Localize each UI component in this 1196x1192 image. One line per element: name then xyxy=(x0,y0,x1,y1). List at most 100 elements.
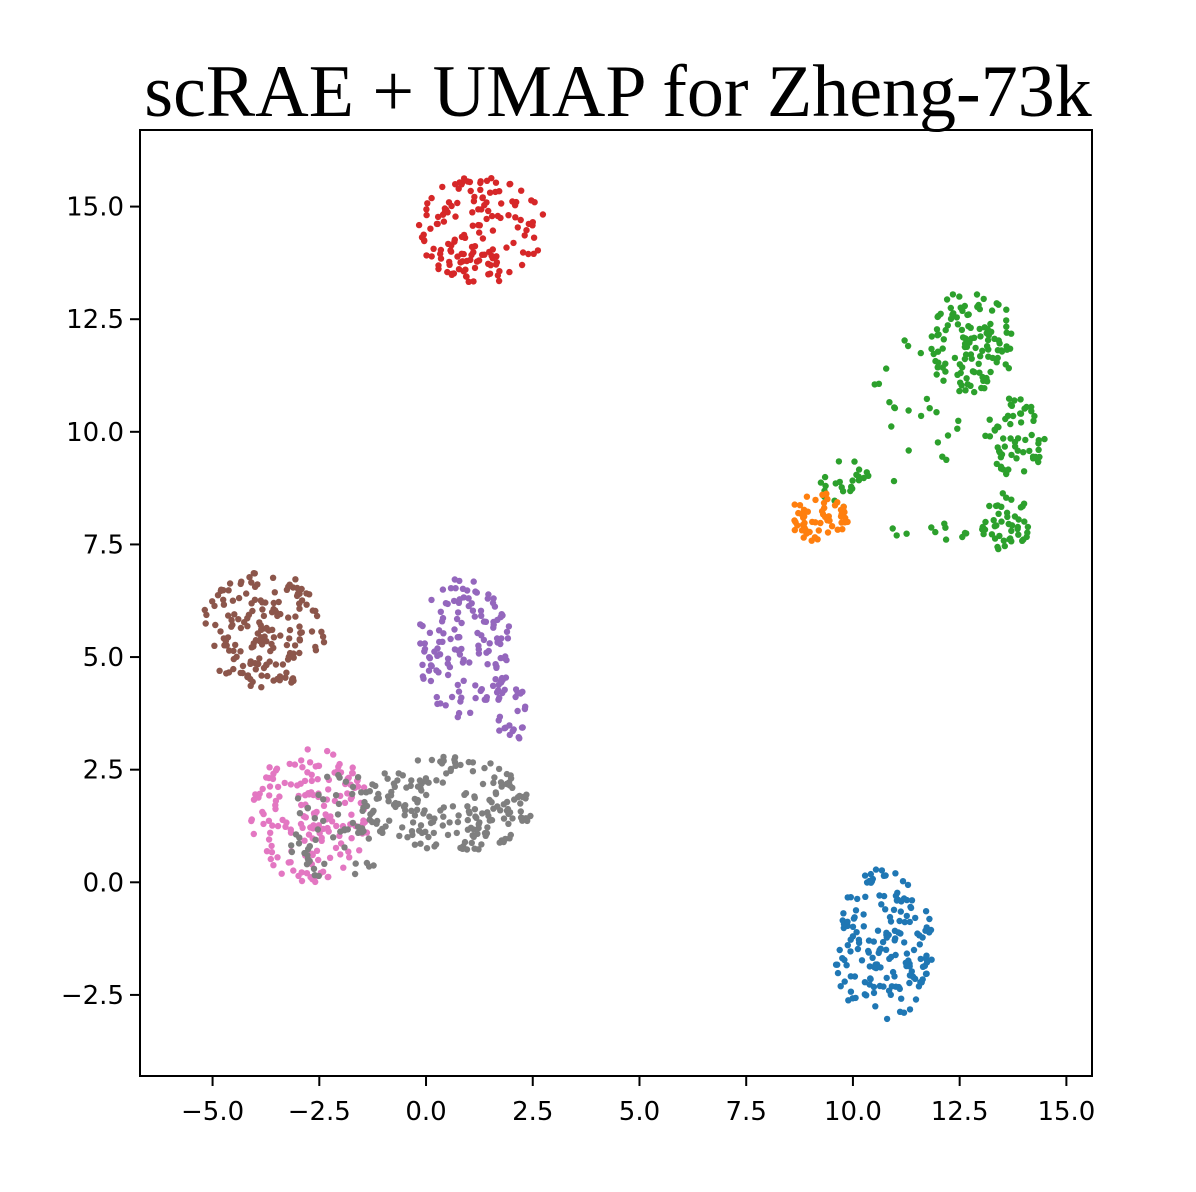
scatter-point xyxy=(404,834,411,841)
scatter-point xyxy=(228,616,235,624)
points-layer xyxy=(201,175,1048,1023)
scatter-point xyxy=(426,655,434,662)
scatter-point xyxy=(251,583,259,590)
scatter-point xyxy=(230,647,237,655)
scatter-point xyxy=(235,616,242,623)
scatter-point xyxy=(494,639,501,646)
scatter-point xyxy=(241,619,248,626)
scatter-point xyxy=(812,496,819,504)
scatter-point xyxy=(993,300,1000,307)
scatter-point xyxy=(514,707,521,715)
scatter-point xyxy=(886,399,893,406)
scatter-point xyxy=(962,387,969,394)
scatter-point xyxy=(230,665,237,673)
scatter-point xyxy=(882,946,890,953)
scatter-point xyxy=(304,746,311,753)
scatter-point xyxy=(448,242,455,249)
scatter-point xyxy=(980,530,987,538)
scatter-point xyxy=(299,764,306,771)
scatter-point xyxy=(455,688,463,695)
scatter-point xyxy=(414,783,422,790)
scatter-point xyxy=(1022,436,1029,444)
scatter-point xyxy=(896,985,903,993)
scatter-point xyxy=(926,405,933,412)
scatter-point xyxy=(385,798,392,805)
scatter-point xyxy=(986,502,993,510)
scatter-point xyxy=(849,477,856,484)
scatter-point xyxy=(908,897,916,904)
scatter-point xyxy=(360,827,367,835)
scatter-point xyxy=(492,179,500,186)
scatter-point xyxy=(263,774,270,781)
scatter-point xyxy=(395,770,402,777)
scatter-point xyxy=(469,768,477,775)
scatter-point xyxy=(254,630,261,637)
scatter-point xyxy=(907,903,914,911)
scatter-point xyxy=(297,629,304,637)
scatter-point xyxy=(269,822,276,829)
scatter-point xyxy=(870,938,877,945)
scatter-point xyxy=(269,775,277,783)
scatter-point xyxy=(893,532,900,539)
scatter-point xyxy=(479,810,486,817)
scatter-point xyxy=(452,762,459,769)
scatter-point xyxy=(481,764,488,772)
series-1 xyxy=(817,291,1048,553)
scatter-point xyxy=(444,655,452,662)
y-axis: −2.5 0.0 2.5 5.0 7.5 10.0 12.5 15.0 xyxy=(61,193,140,1011)
scatter-point xyxy=(477,687,484,695)
scatter-point xyxy=(953,314,960,321)
scatter-point xyxy=(246,574,253,581)
scatter-point xyxy=(283,669,290,676)
scatter-point xyxy=(986,416,993,423)
scatter-point xyxy=(468,600,475,607)
scatter-point xyxy=(954,321,962,328)
scatter-point xyxy=(332,844,340,852)
scatter-point xyxy=(480,636,488,644)
scatter-point xyxy=(1007,435,1014,442)
scatter-point xyxy=(325,786,332,793)
scatter-point xyxy=(243,590,250,597)
scatter-point xyxy=(901,939,908,946)
scatter-point xyxy=(320,817,327,825)
scatter-point xyxy=(847,487,854,495)
scatter-point xyxy=(951,354,959,362)
scatter-point xyxy=(506,782,513,789)
scatter-point xyxy=(252,666,259,673)
scatter-point xyxy=(898,995,905,1002)
scatter-point xyxy=(327,813,334,820)
scatter-point xyxy=(292,613,299,620)
scatter-point xyxy=(976,325,983,333)
scatter-point xyxy=(855,473,862,480)
scatter-point xyxy=(454,609,462,616)
scatter-point xyxy=(437,246,445,254)
chart-title: scRAE + UMAP for Zheng-73k xyxy=(144,51,1091,133)
scatter-point xyxy=(869,954,876,961)
scatter-point xyxy=(417,621,424,628)
scatter-point xyxy=(863,469,870,476)
scatter-point xyxy=(437,700,444,707)
scatter-point xyxy=(494,616,501,624)
scatter-point xyxy=(448,202,455,210)
scatter-point xyxy=(984,336,992,344)
scatter-point xyxy=(483,694,490,701)
scatter-point xyxy=(455,812,462,819)
scatter-point xyxy=(322,811,329,818)
scatter-point xyxy=(934,348,942,355)
scatter-point xyxy=(468,839,475,847)
scatter-point xyxy=(324,747,331,755)
scatter-point xyxy=(320,796,327,803)
scatter-point xyxy=(872,1003,879,1010)
scatter-point xyxy=(478,612,485,619)
scatter-point xyxy=(838,519,845,526)
scatter-point xyxy=(460,677,467,684)
scatter-point xyxy=(501,655,508,662)
scatter-point xyxy=(436,651,444,658)
scatter-point xyxy=(1011,397,1018,404)
scatter-point xyxy=(791,526,798,534)
scatter-point xyxy=(276,793,283,800)
scatter-point xyxy=(470,833,477,840)
scatter-point xyxy=(498,674,506,682)
scatter-point xyxy=(910,973,917,981)
scatter-point xyxy=(1001,542,1008,550)
